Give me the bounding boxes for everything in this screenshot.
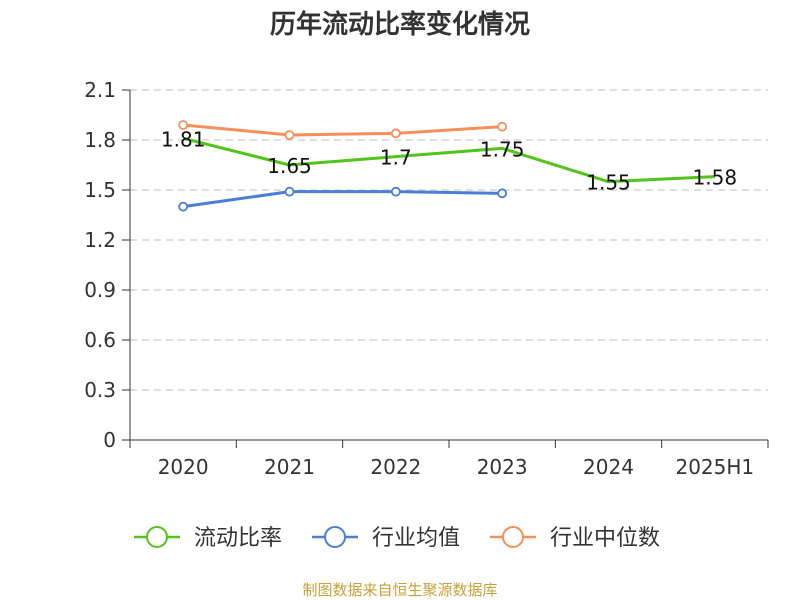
legend-item[interactable]: 流动比率: [134, 526, 282, 551]
chart-title: 历年流动比率变化情况: [270, 9, 530, 40]
data-point[interactable]: [497, 188, 508, 199]
y-tick-label: 0: [103, 428, 116, 452]
legend-label: 行业均值: [372, 526, 460, 551]
y-tick-label: 2.1: [84, 78, 116, 102]
legend-item[interactable]: 行业中位数: [490, 526, 660, 551]
data-label: 1.58: [693, 166, 738, 190]
y-tick-label: 1.8: [84, 128, 116, 152]
legend-label: 流动比率: [194, 526, 282, 551]
data-label: 1.7: [380, 146, 412, 170]
x-tick-label: 2020: [158, 455, 209, 479]
x-tick-label: 2024: [583, 455, 634, 479]
axes: 0 0.3 0.6 0.9 1.2 1.5 1.8 2.1 2020 2021 2022 2023 20…: [84, 78, 769, 479]
legend-marker: [502, 526, 524, 548]
data-label: 1.81: [161, 127, 206, 151]
data-point[interactable]: [497, 121, 508, 132]
series-line-2: [183, 123, 503, 137]
legend-marker: [146, 526, 168, 548]
legend-item[interactable]: 行业均值: [312, 526, 460, 551]
grid: [130, 89, 768, 391]
legend-label: 行业中位数: [550, 526, 660, 551]
series: [178, 120, 715, 212]
x-tick-label: 2021: [264, 455, 315, 479]
legend[interactable]: 流动比率 行业均值 行业中位数: [134, 526, 660, 551]
series-line-0: [182, 136, 715, 184]
data-point[interactable]: [178, 120, 189, 130]
source-note: 制图数据来自恒生聚源数据库: [302, 581, 497, 599]
data-label: 1.75: [480, 137, 525, 161]
y-tick-label: 0.3: [84, 378, 116, 402]
y-tick-label: 1.5: [84, 178, 116, 202]
legend-marker: [324, 526, 346, 548]
y-tick-label: 1.2: [84, 228, 116, 252]
series-line-1: [182, 190, 503, 209]
x-tick-label: 2025H1: [675, 455, 754, 479]
data-label: 1.55: [586, 171, 631, 195]
data-point[interactable]: [390, 186, 401, 197]
x-tick-label: 2023: [477, 455, 528, 479]
y-tick-label: 0.9: [84, 278, 116, 302]
data-point[interactable]: [390, 128, 401, 139]
data-point[interactable]: [284, 130, 295, 140]
data-point[interactable]: [284, 186, 295, 197]
data-label: 1.65: [267, 154, 312, 178]
y-tick-label: 0.6: [84, 328, 116, 352]
data-point[interactable]: [178, 201, 189, 212]
data-labels: 1.81 1.65 1.7 1.75 1.55 1.58: [161, 127, 737, 194]
x-tick-label: 2022: [370, 455, 421, 479]
